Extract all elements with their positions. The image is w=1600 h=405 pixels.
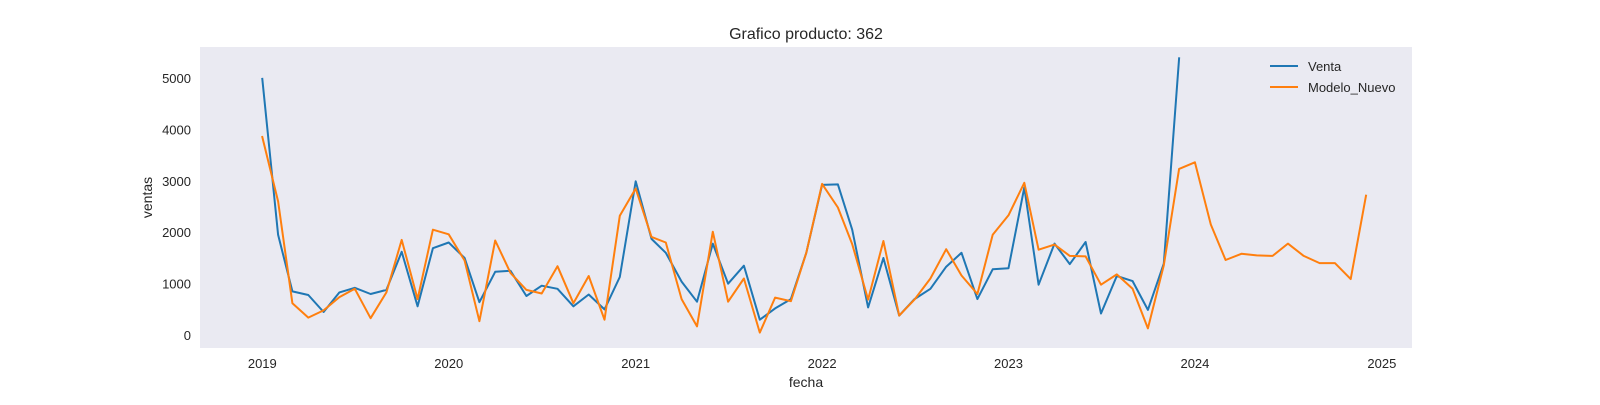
x-tick-label: 2021 <box>621 356 650 371</box>
series-line-modelo-nuevo <box>261 135 1368 334</box>
legend-label: Modelo_Nuevo <box>1308 80 1395 95</box>
x-axis-ticks: 2019 2020 2021 2022 2023 2024 2025 <box>248 356 1396 371</box>
y-tick-label: 2000 <box>162 225 191 240</box>
y-tick-label: 4000 <box>162 122 191 137</box>
legend: Venta Modelo_Nuevo <box>1270 59 1395 95</box>
y-tick-label: 5000 <box>162 71 191 86</box>
series-layer <box>261 57 1368 334</box>
x-tick-label: 2023 <box>994 356 1023 371</box>
y-axis-ticks: 0 1000 2000 3000 4000 5000 <box>162 71 191 343</box>
chart-title: Grafico producto: 362 <box>729 26 883 43</box>
x-axis-label: fecha <box>789 374 823 390</box>
x-tick-label: 2025 <box>1367 356 1396 371</box>
x-tick-label: 2024 <box>1180 356 1209 371</box>
y-tick-label: 3000 <box>162 174 191 189</box>
y-tick-label: 0 <box>184 328 191 343</box>
x-tick-label: 2019 <box>248 356 277 371</box>
x-tick-label: 2020 <box>434 356 463 371</box>
plot-area <box>200 47 1412 348</box>
legend-label: Venta <box>1308 59 1342 74</box>
y-axis-label: ventas <box>139 177 155 218</box>
x-tick-label: 2022 <box>808 356 837 371</box>
y-tick-label: 1000 <box>162 277 191 292</box>
